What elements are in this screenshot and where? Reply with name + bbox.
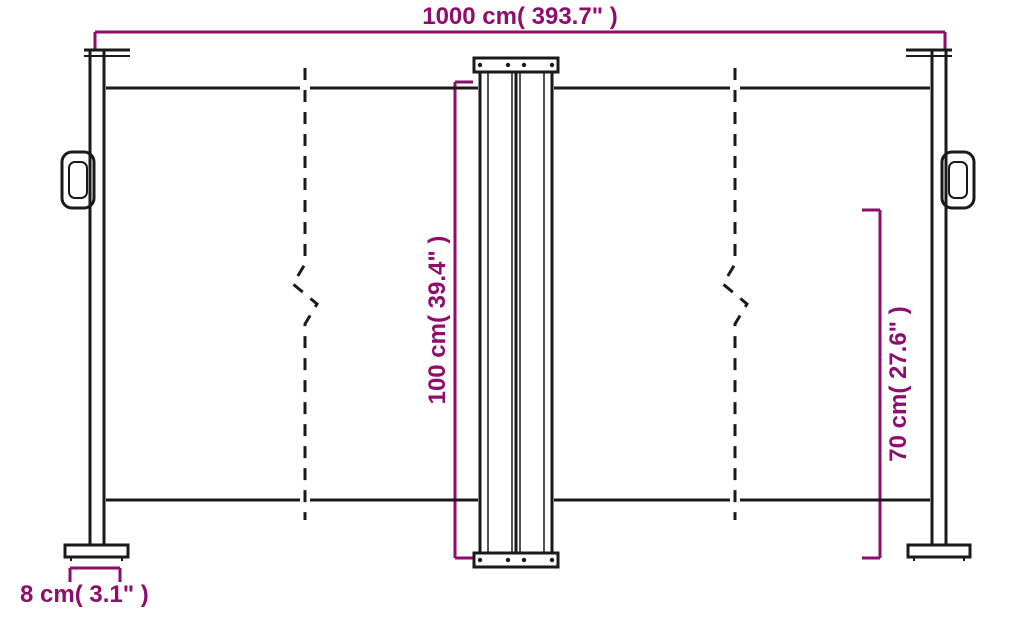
left-post [90,50,104,545]
dim-height70-label: 70 cm( 27.6" ) [885,306,912,461]
dim-height100-label: 100 cm( 39.4" ) [424,236,451,405]
right-post [932,50,946,545]
dim-base-label: 8 cm( 3.1" ) [20,581,149,608]
center-cassette-left [480,70,516,555]
right-base-plate [908,545,970,557]
break-line [723,68,747,520]
break-line [293,68,317,520]
dim-width-label: 1000 cm( 393.7" ) [422,3,618,30]
center-cassette-right [516,70,552,555]
left-base-plate [65,545,128,557]
